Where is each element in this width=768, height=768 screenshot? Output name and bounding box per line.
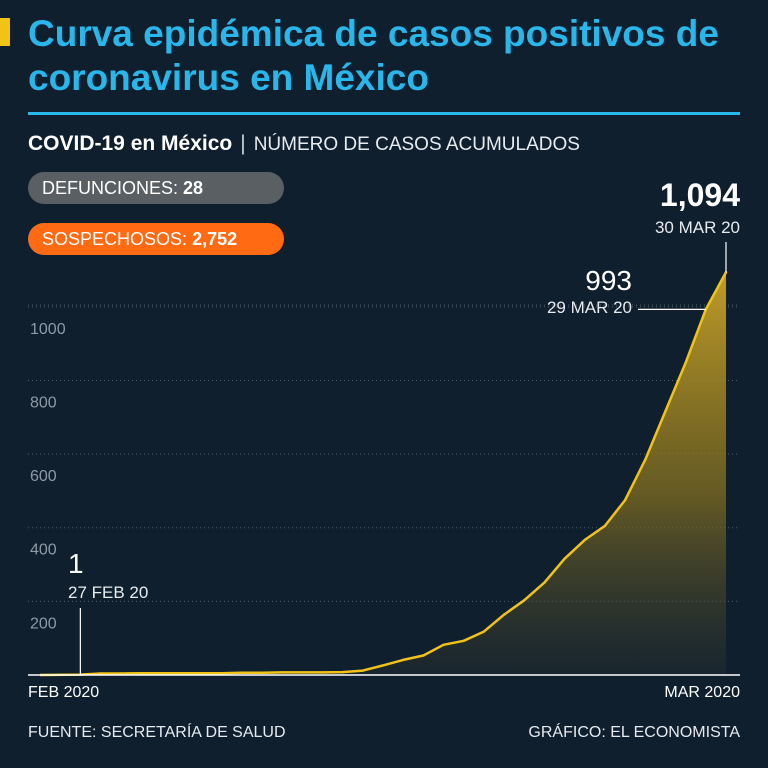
data-point xyxy=(583,538,586,542)
subtitle-measure: NÚMERO DE CASOS ACUMULADOS xyxy=(253,134,580,155)
data-point xyxy=(220,672,223,675)
data-point xyxy=(301,671,304,674)
annotation-value-29mar: 993 xyxy=(585,265,632,296)
data-point xyxy=(99,672,102,675)
annotation-value-first-case: 1 xyxy=(68,548,84,579)
y-tick-label: 400 xyxy=(30,542,57,559)
subtitle-country: COVID-19 en México xyxy=(28,132,233,155)
deaths-badge: DEFUNCIONES: 28 xyxy=(28,172,284,204)
cases-area xyxy=(40,272,726,675)
data-point xyxy=(523,599,526,602)
source-note: FUENTE: SECRETARÍA DE SALUD xyxy=(28,724,286,741)
data-point xyxy=(402,658,405,662)
data-point xyxy=(684,361,687,364)
data-point xyxy=(603,524,607,528)
data-point xyxy=(361,669,364,672)
data-point xyxy=(119,672,122,675)
subtitle-separator: | xyxy=(240,132,246,155)
data-point xyxy=(139,672,143,675)
suspects-label: SOSPECHOSOS: xyxy=(42,229,188,249)
deaths-value: 28 xyxy=(183,178,204,198)
data-point xyxy=(200,672,203,675)
x-axis-end-label: MAR 2020 xyxy=(664,684,740,701)
data-point xyxy=(482,630,486,633)
data-point xyxy=(623,498,627,502)
title-divider xyxy=(28,112,740,115)
data-point xyxy=(180,672,183,675)
page-title: Curva epidémica de casos positivos de co… xyxy=(28,13,719,98)
data-point xyxy=(563,557,566,560)
annotation-date-first-case: 27 FEB 20 xyxy=(68,583,148,602)
data-point xyxy=(321,671,324,674)
data-point xyxy=(280,671,284,674)
annotation-value-30mar: 1,094 xyxy=(660,177,740,213)
x-axis-start-label: FEB 2020 xyxy=(28,684,99,701)
chart-subtitle: COVID-19 en México | NÚMERO DE CASOS ACUMU… xyxy=(28,132,580,156)
data-point xyxy=(159,672,163,675)
data-point xyxy=(664,409,667,413)
data-point xyxy=(381,664,385,667)
suspects-badge: SOSPECHOSOS: 2,752 xyxy=(28,223,284,255)
data-point xyxy=(442,643,445,646)
annotation-date-29mar: 29 MAR 20 xyxy=(547,298,632,317)
data-point xyxy=(240,671,243,674)
title-accent-bar xyxy=(0,18,10,46)
y-tick-label: 200 xyxy=(30,615,57,632)
y-tick-label: 800 xyxy=(30,394,57,411)
y-tick-label: 1000 xyxy=(30,321,66,338)
deaths-label: DEFUNCIONES: xyxy=(42,178,179,198)
credit-note: GRÁFICO: EL ECONOMISTA xyxy=(528,724,740,741)
data-point xyxy=(422,654,425,657)
data-point xyxy=(502,613,506,616)
annotation-date-30mar: 30 MAR 20 xyxy=(655,218,740,237)
data-point xyxy=(462,639,465,642)
suspects-value: 2,752 xyxy=(192,229,238,249)
data-point xyxy=(644,458,647,461)
cases-line xyxy=(39,271,728,677)
data-point xyxy=(260,671,264,674)
data-point xyxy=(543,581,546,584)
y-tick-label: 600 xyxy=(30,468,57,485)
data-point xyxy=(341,670,344,674)
